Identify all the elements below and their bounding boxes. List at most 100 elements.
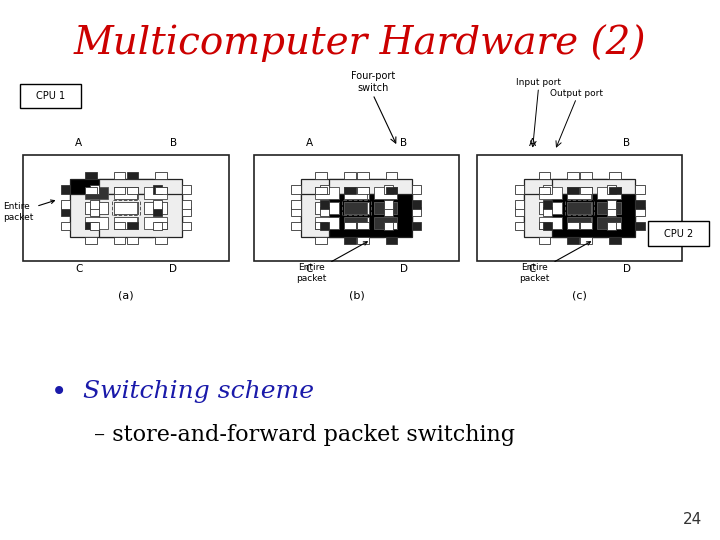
Text: Input port: Input port: [516, 78, 561, 87]
Text: Four-port
switch: Four-port switch: [351, 71, 395, 93]
Bar: [344, 187, 367, 199]
Bar: [70, 194, 153, 237]
Bar: [607, 185, 616, 194]
Bar: [567, 201, 590, 214]
Bar: [182, 222, 191, 231]
Text: •: •: [50, 377, 67, 406]
Bar: [374, 187, 397, 199]
Bar: [344, 237, 356, 244]
Bar: [598, 202, 621, 214]
Bar: [580, 237, 592, 244]
Bar: [182, 200, 191, 209]
Bar: [636, 200, 644, 209]
Text: (b): (b): [348, 291, 364, 301]
Bar: [315, 201, 338, 214]
Text: Entire
packet: Entire packet: [519, 242, 590, 282]
Bar: [386, 187, 397, 194]
Text: (a): (a): [118, 291, 134, 301]
Bar: [85, 217, 108, 229]
Bar: [115, 202, 138, 214]
Bar: [61, 200, 70, 209]
Bar: [609, 237, 621, 244]
Bar: [384, 207, 392, 215]
Bar: [413, 207, 421, 215]
Bar: [567, 237, 579, 244]
Bar: [386, 222, 397, 229]
Text: A: A: [76, 138, 82, 149]
Text: CPU 2: CPU 2: [664, 228, 693, 239]
Bar: [320, 207, 329, 215]
Text: Switching scheme: Switching scheme: [83, 380, 314, 403]
Bar: [569, 187, 592, 199]
Bar: [292, 200, 300, 209]
Bar: [144, 217, 167, 229]
Text: B: B: [400, 138, 407, 149]
Bar: [344, 202, 367, 214]
Bar: [300, 179, 384, 222]
Bar: [357, 237, 369, 244]
Bar: [636, 207, 644, 215]
Bar: [386, 237, 397, 244]
Bar: [523, 194, 607, 237]
Bar: [90, 207, 99, 215]
Bar: [544, 185, 552, 194]
Bar: [114, 187, 137, 199]
Bar: [567, 222, 579, 229]
Text: CPU 1: CPU 1: [36, 91, 66, 101]
Bar: [515, 185, 523, 194]
Bar: [153, 222, 162, 231]
Bar: [90, 200, 99, 209]
Text: (c): (c): [572, 291, 587, 301]
Bar: [85, 172, 96, 179]
Bar: [329, 194, 413, 237]
Bar: [344, 201, 367, 214]
Text: B: B: [624, 138, 630, 149]
Bar: [569, 202, 592, 214]
Text: – store-and-forward packet switching: – store-and-forward packet switching: [94, 424, 515, 446]
Bar: [292, 185, 300, 194]
Bar: [320, 200, 329, 209]
Bar: [23, 155, 229, 261]
Bar: [539, 201, 562, 214]
Bar: [607, 207, 616, 215]
Bar: [156, 237, 167, 244]
Bar: [552, 194, 636, 237]
Bar: [114, 222, 125, 229]
Bar: [598, 201, 621, 214]
Bar: [70, 179, 153, 222]
Text: Output port: Output port: [550, 89, 603, 98]
Bar: [315, 172, 327, 179]
Bar: [114, 172, 125, 179]
Bar: [85, 187, 96, 194]
Bar: [115, 201, 138, 214]
Bar: [567, 187, 590, 199]
Bar: [85, 237, 96, 244]
Bar: [346, 201, 369, 214]
Bar: [386, 172, 397, 179]
Bar: [357, 187, 369, 194]
Bar: [539, 187, 550, 194]
Bar: [539, 217, 562, 229]
Text: 24: 24: [683, 511, 702, 526]
Bar: [182, 207, 191, 215]
Bar: [344, 217, 367, 229]
Bar: [607, 222, 616, 231]
Bar: [90, 222, 99, 231]
Bar: [320, 222, 329, 231]
Bar: [539, 222, 550, 229]
Bar: [115, 217, 138, 229]
Bar: [515, 200, 523, 209]
Bar: [413, 185, 421, 194]
Bar: [156, 187, 167, 194]
Bar: [315, 202, 338, 214]
Bar: [648, 221, 709, 246]
Bar: [153, 207, 162, 215]
Bar: [580, 172, 592, 179]
Bar: [315, 217, 338, 229]
Bar: [609, 172, 621, 179]
Bar: [114, 187, 125, 194]
Bar: [144, 187, 167, 199]
Bar: [413, 200, 421, 209]
Bar: [374, 201, 397, 214]
Bar: [539, 202, 562, 214]
